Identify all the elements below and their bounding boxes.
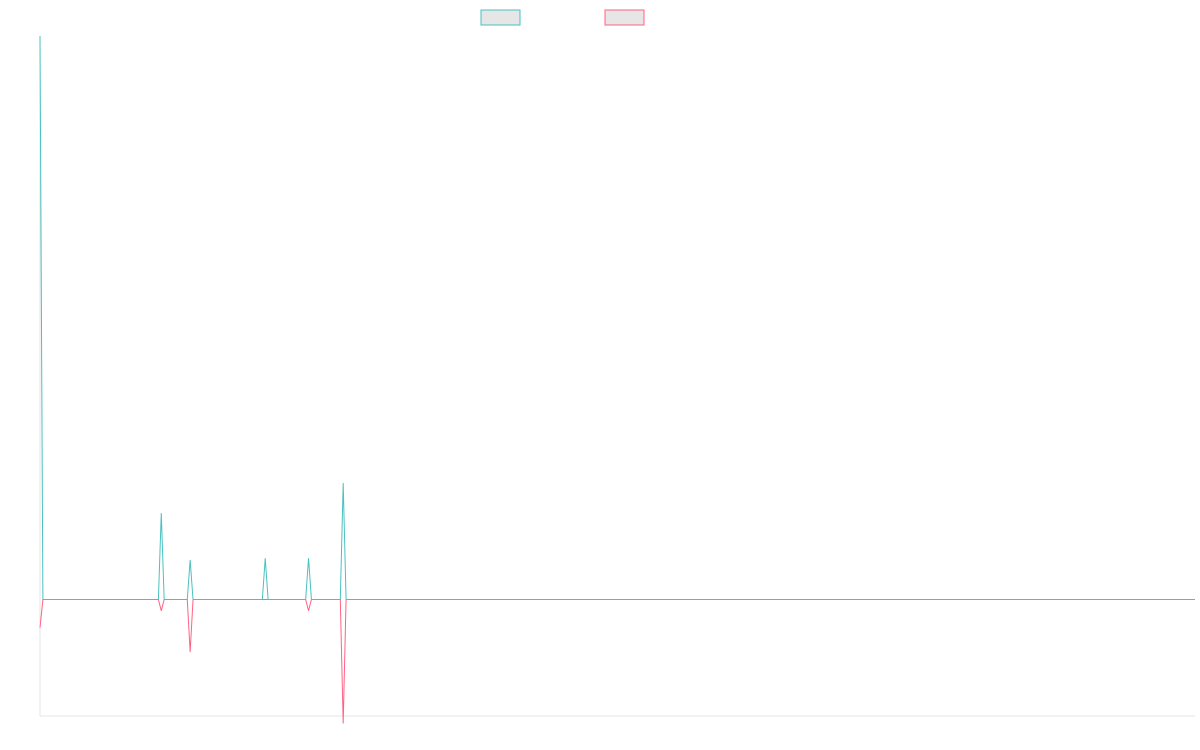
axes	[39, 36, 1195, 717]
series-line-2[interactable]	[39, 599, 1195, 724]
series-line-1[interactable]	[39, 35, 1195, 601]
legend[interactable]	[480, 9, 645, 26]
legend-swatch-2[interactable]	[604, 9, 645, 26]
series-layer	[39, 35, 1195, 724]
legend-swatch-1[interactable]	[480, 9, 521, 26]
